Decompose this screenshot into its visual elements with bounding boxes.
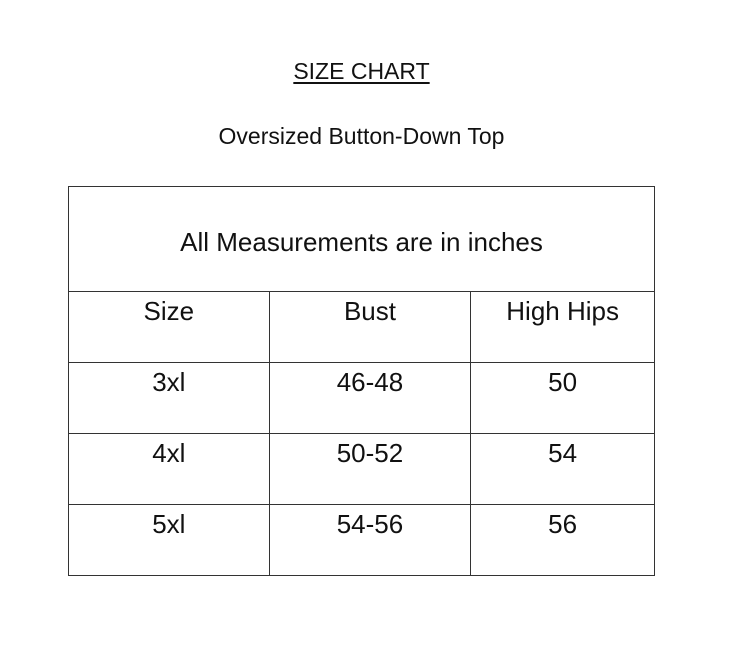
table-row: 3xl 46-48 50 [68, 362, 655, 434]
cell-high-hips: 56 [470, 504, 655, 576]
page-title: SIZE CHART [293, 58, 430, 84]
table-row: 5xl 54-56 56 [68, 504, 655, 576]
cell-high-hips: 50 [470, 362, 655, 434]
cell-size: 5xl [68, 504, 270, 576]
cell-high-hips: 54 [470, 433, 655, 505]
header-bust: Bust [268, 291, 472, 363]
header-high-hips: High Hips [470, 291, 655, 363]
cell-size: 3xl [68, 362, 270, 434]
cell-bust: 54-56 [268, 504, 472, 576]
cell-bust: 46-48 [268, 362, 472, 434]
table-row: 4xl 50-52 54 [68, 433, 655, 505]
product-name: Oversized Button-Down Top [218, 123, 505, 149]
header-size: Size [68, 291, 270, 363]
cell-size: 4xl [68, 433, 270, 505]
cell-bust: 50-52 [268, 433, 472, 505]
header-row: Size Bust High Hips [68, 291, 655, 363]
measurement-note: All Measurements are in inches [68, 186, 655, 292]
size-chart-table: All Measurements are in inches Size Bust… [68, 186, 655, 576]
